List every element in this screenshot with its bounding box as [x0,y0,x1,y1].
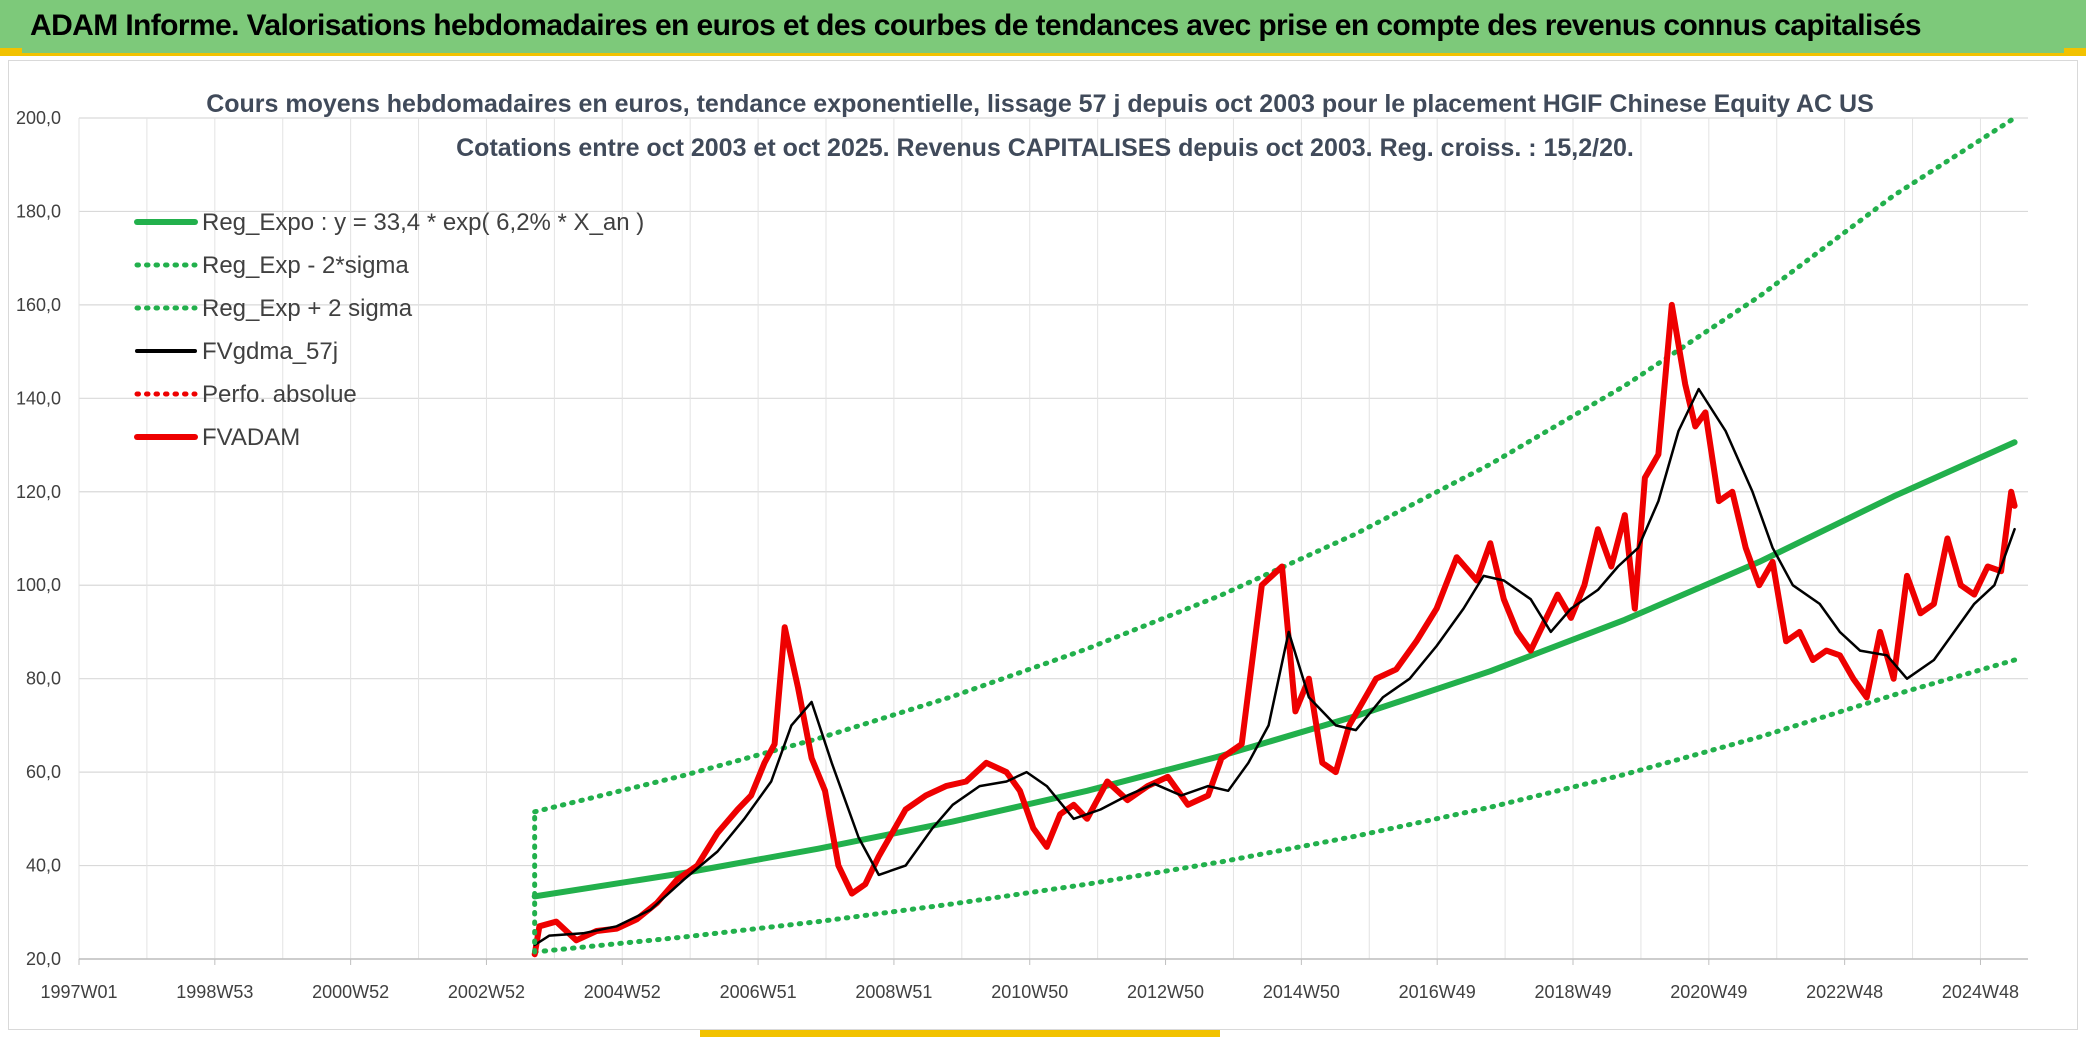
y-tick-label: 200,0 [16,108,61,128]
y-tick-label: 160,0 [16,295,61,315]
x-tick-label: 2012W50 [1127,982,1204,1002]
x-tick-label: 2008W51 [855,982,932,1002]
y-tick-label: 60,0 [26,762,61,782]
series-line-3 [532,115,2018,815]
banner-title: ADAM Informe. Valorisations hebdomadaire… [30,9,1922,42]
chart-subtitle: Cotations entre oct 2003 et oct 2025. Re… [456,134,1634,162]
x-tick-label: 2000W52 [312,982,389,1002]
x-tick-label: 2014W50 [1263,982,1340,1002]
y-tick-label: 20,0 [26,949,61,969]
x-tick-label: 2018W49 [1534,982,1611,1002]
legend-label: Reg_Expo : y = 33,4 * exp( 6,2% * X_an ) [202,209,644,236]
legend: Reg_Expo : y = 33,4 * exp( 6,2% * X_an )… [134,209,644,451]
legend-label: Reg_Exp + 2 sigma [202,295,413,322]
x-tick-label: 2016W49 [1399,982,1476,1002]
x-tick-label: 1997W01 [40,982,117,1002]
y-tick-label: 120,0 [16,482,61,502]
y-tick-label: 180,0 [16,201,61,221]
x-tick-label: 2022W48 [1806,982,1883,1002]
y-tick-label: 100,0 [16,575,61,595]
series-line-1 [531,439,2018,900]
y-tick-label: 140,0 [16,388,61,408]
x-tick-label: 2020W49 [1670,982,1747,1002]
title-banner: ADAM Informe. Valorisations hebdomadaire… [0,0,2086,56]
banner-accent-left [0,48,22,56]
x-tick-label: 2002W52 [448,982,525,1002]
chart-title: Cours moyens hebdomadaires en euros, ten… [206,90,1874,118]
bottom-strip [0,1030,2086,1037]
x-tick-label: 2006W51 [720,982,797,1002]
series-line-4 [533,387,2016,947]
chart-frame [8,60,2078,1030]
axes: 20,0 40,0 60,0 80,0 100,0 120,0 140,0 160,0 180,… [16,108,2028,1002]
legend-label: FVADAM [202,424,300,451]
x-tick-label: 1998W53 [176,982,253,1002]
legend-label: FVgdma_57j [202,338,338,365]
x-tick-label: 2010W50 [991,982,1068,1002]
x-tick-label: 2004W52 [584,982,661,1002]
x-tick-label: 2024W48 [1942,982,2019,1002]
y-tick-label: 80,0 [26,669,61,689]
series-line-2 [532,657,2018,955]
banner-accent-right [2064,48,2086,56]
y-tick-label: 40,0 [26,856,61,876]
legend-label: Perfo. absolue [202,381,357,408]
series-line-5 [531,301,2018,958]
series-layer [531,115,2018,958]
legend-label: Reg_Exp - 2*sigma [202,252,409,279]
grid-lines [78,117,2028,960]
